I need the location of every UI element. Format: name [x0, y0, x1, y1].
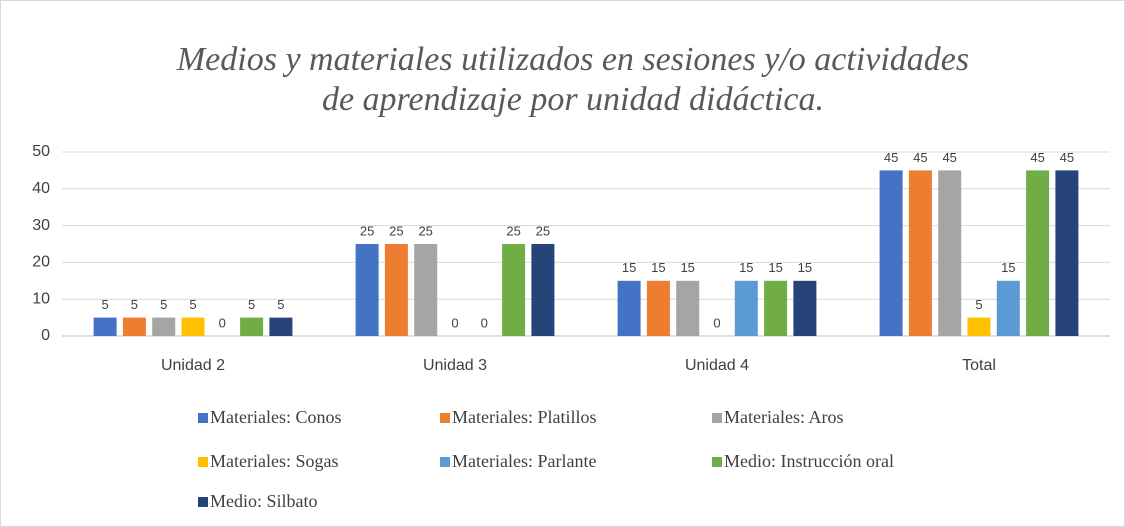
bar	[646, 280, 670, 336]
value-label: 5	[189, 297, 196, 312]
bar	[676, 280, 700, 336]
value-label: 15	[651, 260, 665, 275]
bar	[967, 317, 991, 336]
bar	[734, 280, 758, 336]
legend-label: Materiales: Conos	[210, 407, 341, 427]
bar	[1026, 170, 1050, 336]
legend-swatch	[198, 457, 208, 467]
legend-label: Materiales: Sogas	[210, 451, 338, 471]
value-label: 15	[1001, 260, 1015, 275]
value-label: 25	[506, 223, 520, 238]
legend-swatch	[198, 413, 208, 423]
chart-title: de aprendizaje por unidad didáctica.	[322, 81, 824, 118]
legend-label: Materiales: Parlante	[452, 451, 596, 471]
y-tick-label: 20	[32, 254, 50, 271]
bar	[764, 280, 788, 336]
bar	[531, 244, 555, 336]
value-label: 25	[536, 223, 550, 238]
bar	[355, 244, 379, 336]
value-label: 25	[360, 223, 374, 238]
value-label: 5	[160, 297, 167, 312]
value-label: 45	[942, 150, 956, 165]
bar	[181, 317, 205, 336]
value-label: 45	[913, 150, 927, 165]
legend-label: Medio: Instrucción oral	[724, 451, 894, 471]
bar	[617, 280, 641, 336]
value-label: 15	[798, 260, 812, 275]
value-label: 5	[975, 297, 982, 312]
bar	[93, 317, 117, 336]
bar	[384, 244, 408, 336]
value-label: 15	[622, 260, 636, 275]
legend-swatch	[440, 413, 450, 423]
value-label: 45	[884, 150, 898, 165]
legend-swatch	[712, 457, 722, 467]
value-label: 15	[680, 260, 694, 275]
y-tick-label: 30	[32, 217, 50, 234]
bar	[414, 244, 438, 336]
value-label: 0	[451, 315, 458, 330]
chart-title: Medios y materiales utilizados en sesion…	[176, 41, 969, 78]
x-tick-label: Unidad 3	[423, 357, 487, 374]
bar	[1055, 170, 1079, 336]
value-label: 15	[739, 260, 753, 275]
legend-label: Materiales: Platillos	[452, 407, 596, 427]
bar	[502, 244, 526, 336]
value-label: 0	[219, 315, 226, 330]
x-tick-label: Total	[962, 357, 996, 374]
legend-swatch	[440, 457, 450, 467]
value-label: 25	[418, 223, 432, 238]
legend-swatch	[198, 497, 208, 507]
value-label: 5	[248, 297, 255, 312]
value-label: 0	[481, 315, 488, 330]
bar	[269, 317, 293, 336]
y-tick-label: 50	[32, 143, 50, 160]
y-tick-label: 10	[32, 290, 50, 307]
x-tick-label: Unidad 2	[161, 357, 225, 374]
y-tick-label: 0	[41, 327, 50, 344]
bar	[996, 280, 1020, 336]
y-tick-label: 40	[32, 180, 50, 197]
value-label: 5	[131, 297, 138, 312]
value-label: 45	[1060, 150, 1074, 165]
value-label: 15	[768, 260, 782, 275]
value-label: 0	[713, 315, 720, 330]
value-label: 45	[1030, 150, 1044, 165]
bar	[879, 170, 903, 336]
value-label: 5	[101, 297, 108, 312]
legend-label: Medio: Silbato	[210, 491, 318, 511]
bar	[122, 317, 146, 336]
bar	[240, 317, 264, 336]
bar	[908, 170, 932, 336]
value-label: 5	[277, 297, 284, 312]
bar	[938, 170, 962, 336]
bar	[793, 280, 817, 336]
value-label: 25	[389, 223, 403, 238]
legend-label: Materiales: Aros	[724, 407, 843, 427]
legend-swatch	[712, 413, 722, 423]
bar	[152, 317, 176, 336]
x-tick-label: Unidad 4	[685, 357, 749, 374]
